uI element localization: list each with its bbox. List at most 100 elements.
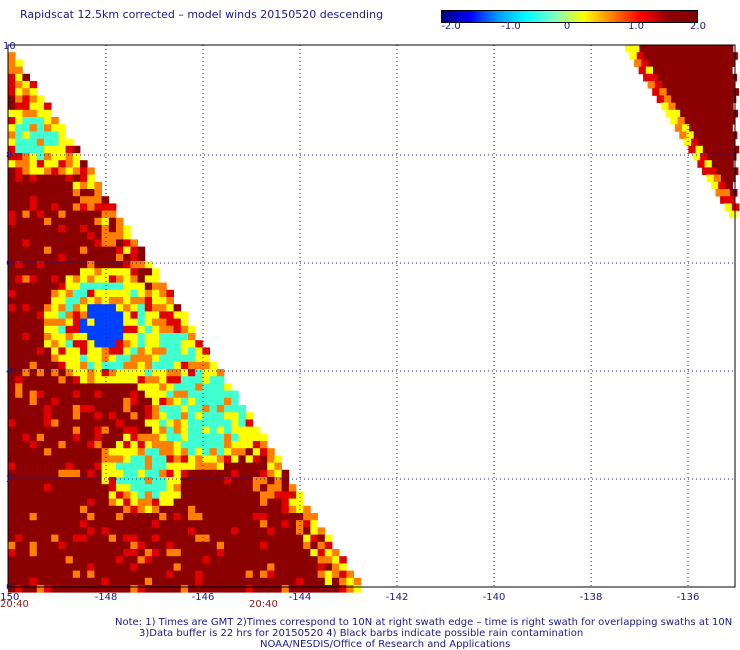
wind-cell <box>94 433 102 442</box>
wind-cell <box>108 210 117 219</box>
wind-cell <box>159 369 167 377</box>
wind-cell <box>123 340 131 348</box>
wind-cell <box>36 354 45 363</box>
wind-cell <box>195 433 203 442</box>
wind-cell <box>29 333 38 341</box>
wind-cell <box>108 570 117 579</box>
wind-cell <box>144 491 153 499</box>
wind-cell <box>72 556 81 564</box>
wind-cell <box>188 361 196 370</box>
wind-cell <box>58 124 66 132</box>
wind-cell <box>137 318 146 327</box>
wind-cell <box>44 282 52 291</box>
wind-cell <box>159 304 167 312</box>
wind-cell <box>29 361 38 370</box>
wind-cell <box>8 397 16 406</box>
wind-cell <box>688 145 696 154</box>
wind-cell <box>727 138 735 147</box>
wind-cell <box>159 289 167 298</box>
wind-cell <box>15 383 23 391</box>
wind-cell <box>123 390 131 399</box>
wind-cell <box>58 297 66 305</box>
wind-cell <box>144 477 153 485</box>
wind-cell <box>697 45 705 53</box>
wind-cell <box>288 534 297 543</box>
wind-cell <box>80 225 88 233</box>
wind-cell <box>72 570 81 579</box>
wind-cell <box>108 441 117 449</box>
wind-cell <box>116 354 124 363</box>
wind-cell <box>65 181 74 190</box>
wind-cell <box>682 124 690 132</box>
wind-cell <box>231 433 239 442</box>
wind-cell <box>80 426 88 435</box>
wind-cell <box>8 174 16 183</box>
wind-cell <box>15 333 23 341</box>
wind-cell <box>130 484 138 492</box>
wind-cell <box>691 117 700 125</box>
wind-cell <box>65 138 74 147</box>
wind-cell <box>123 412 131 420</box>
wind-cell <box>159 405 167 413</box>
wind-cell <box>202 520 210 528</box>
x-tick-label: -146 <box>192 592 215 603</box>
wind-cell <box>130 498 138 507</box>
wind-cell <box>80 397 88 406</box>
wind-cell <box>22 282 30 291</box>
wind-cell <box>44 585 52 593</box>
wind-cell <box>58 556 66 564</box>
wind-cell <box>51 513 59 521</box>
wind-cell <box>188 585 196 593</box>
wind-cell <box>202 513 210 521</box>
wind-cell <box>51 347 59 355</box>
wind-cell <box>29 160 38 168</box>
wind-cell <box>144 297 153 305</box>
wind-cell <box>8 189 16 197</box>
wind-cell <box>310 570 318 579</box>
wind-cell <box>22 376 30 384</box>
wind-cell <box>202 491 210 499</box>
wind-cell <box>710 124 719 132</box>
wind-cell <box>296 520 304 528</box>
wind-cell <box>267 484 275 492</box>
wind-cell <box>94 181 102 190</box>
wind-cell <box>726 102 734 111</box>
wind-cell <box>101 484 110 492</box>
wind-cell <box>144 534 153 543</box>
wind-cell <box>51 477 59 485</box>
wind-cell <box>44 153 52 161</box>
wind-cell <box>8 304 16 312</box>
wind-cell <box>87 383 95 391</box>
wind-cell <box>195 549 203 557</box>
wind-cell <box>94 527 102 535</box>
wind-cell <box>702 145 711 154</box>
wind-cell <box>303 563 311 571</box>
wind-cell <box>87 534 95 543</box>
wind-cell <box>267 577 275 586</box>
wind-cell <box>72 210 81 219</box>
wind-cell <box>87 361 95 370</box>
wind-cell <box>252 441 261 449</box>
wind-cell <box>8 556 16 564</box>
wind-cell <box>173 520 182 528</box>
wind-cell <box>159 390 167 399</box>
wind-cell <box>202 577 210 586</box>
wind-cell <box>216 570 225 579</box>
wind-cell <box>216 585 225 593</box>
wind-cell <box>144 347 153 355</box>
wind-cell <box>58 268 66 276</box>
wind-cell <box>700 73 709 82</box>
wind-cell <box>36 527 45 535</box>
wind-cell <box>722 131 731 139</box>
wind-cell <box>51 196 59 204</box>
wind-cell <box>188 570 196 579</box>
wind-cell <box>101 527 110 535</box>
wind-cell <box>15 181 23 190</box>
wind-cell <box>209 585 218 593</box>
wind-cell <box>22 491 30 499</box>
wind-cell <box>80 253 88 262</box>
wind-cell <box>130 318 138 327</box>
wind-cell <box>281 491 290 499</box>
wind-cell <box>123 455 131 463</box>
wind-cell <box>22 498 30 507</box>
